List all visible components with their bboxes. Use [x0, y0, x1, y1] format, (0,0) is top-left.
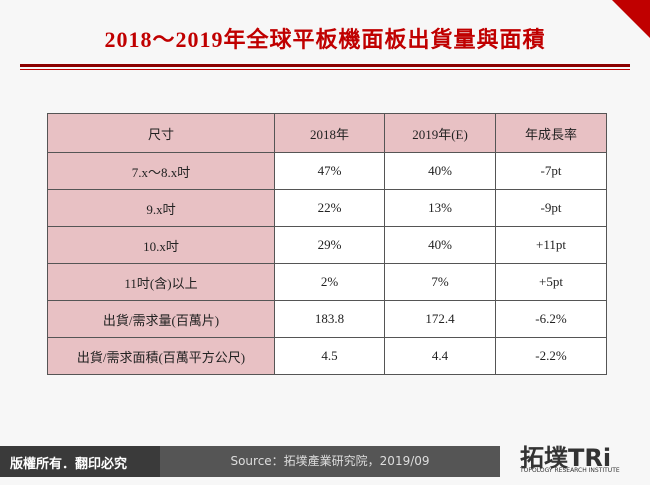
table-cell: 4.4	[384, 337, 496, 375]
table-cell: 2019年(E)	[384, 113, 496, 153]
table-cell: +5pt	[495, 263, 607, 301]
table-cell: 2018年	[274, 113, 385, 153]
title-rule	[20, 69, 630, 70]
table-cell: 13%	[384, 189, 496, 227]
source: Source：拓墣產業研究院，2019/09	[160, 446, 500, 477]
title: 2018～2019年全球平板機面板出貨量與面積	[104, 27, 546, 52]
copyright: 版權所有．翻印必究	[10, 457, 128, 472]
corner-decoration	[612, 0, 650, 38]
table-cell: 47%	[274, 152, 385, 190]
table-cell: 10.x吋	[47, 226, 275, 264]
table-cell: 29%	[274, 226, 385, 264]
table-cell: 出貨/需求面積(百萬平方公尺)	[47, 337, 275, 375]
table-cell: 出貨/需求量(百萬片)	[47, 300, 275, 338]
data-table: 尺寸 2018年 2019年(E) 年成長率 7.x～8.x吋 47% 40% -7pt 9.x…	[47, 113, 607, 375]
table-cell: 22%	[274, 189, 385, 227]
table-cell: -7pt	[495, 152, 607, 190]
table-cell: +11pt	[495, 226, 607, 264]
table-cell: 4.5	[274, 337, 385, 375]
table-row: 7.x～8.x吋 47% 40% -7pt	[47, 152, 607, 190]
table-cell: 11吋(含)以上	[47, 263, 275, 301]
table-cell: 2%	[274, 263, 385, 301]
table-cell: 172.4	[384, 300, 496, 338]
table-row: 出貨/需求面積(百萬平方公尺) 4.5 4.4 -2.2%	[47, 337, 607, 375]
table-cell: 40%	[384, 226, 496, 264]
table-cell: 7%	[384, 263, 496, 301]
logo-subtitle: TOPOLOGY RESEARCH INSTITUTE	[520, 467, 620, 474]
table-cell: 9.x吋	[47, 189, 275, 227]
table-cell: 183.8	[274, 300, 385, 338]
header-row: 尺寸 2018年 2019年(E) 年成長率	[47, 113, 607, 153]
table-cell: -6.2%	[495, 300, 607, 338]
logo: 拓墣TRi	[520, 444, 612, 472]
title-rule	[20, 64, 630, 67]
table-cell: 40%	[384, 152, 496, 190]
table-row: 出貨/需求量(百萬片) 183.8 172.4 -6.2%	[47, 300, 607, 338]
table-cell: -9pt	[495, 189, 607, 227]
table-row: 11吋(含)以上 2% 7% +5pt	[47, 263, 607, 301]
table-row: 10.x吋 29% 40% +11pt	[47, 226, 607, 264]
table-row: 9.x吋 22% 13% -9pt	[47, 189, 607, 227]
table-cell: 年成長率	[495, 113, 607, 153]
table-cell: 尺寸	[47, 113, 275, 153]
table-cell: -2.2%	[495, 337, 607, 375]
table-cell: 7.x～8.x吋	[47, 152, 275, 190]
